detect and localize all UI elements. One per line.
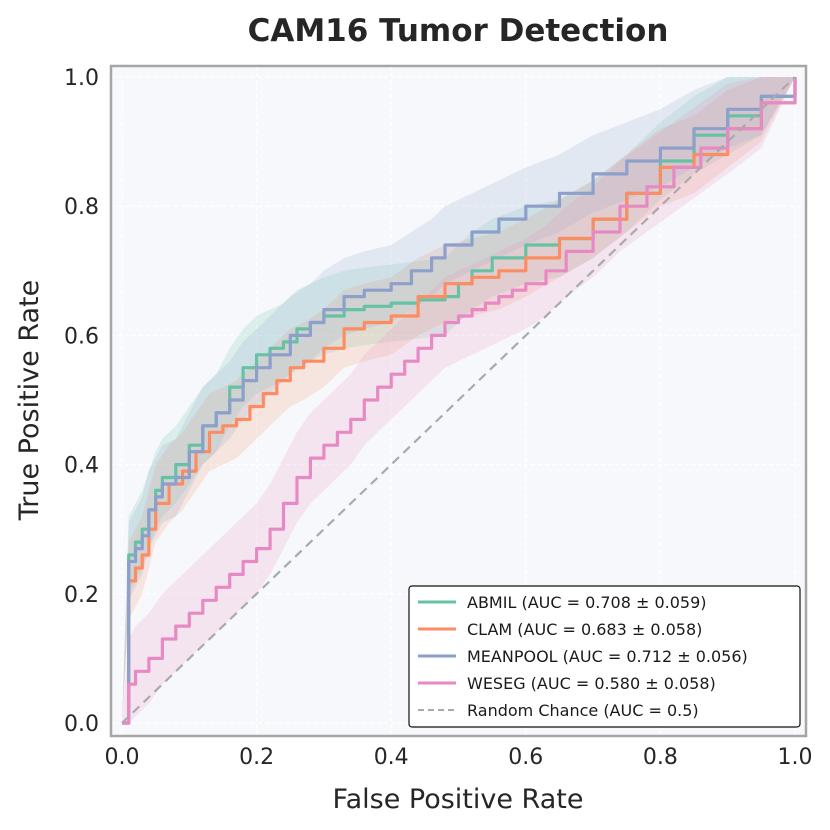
- grid: [111, 66, 806, 736]
- y-tick-label: 0.6: [64, 324, 99, 349]
- legend-box: [408, 585, 801, 728]
- x-tick-label: 0.0: [105, 745, 140, 770]
- x-axis-label: False Positive Rate: [333, 784, 584, 815]
- x-tick-label: 1.0: [778, 745, 813, 770]
- legend-label-random-chance: Random Chance (AUC = 0.5): [467, 701, 699, 720]
- y-axis-label: True Positive Rate: [14, 280, 45, 522]
- legend-label-clam: CLAM (AUC = 0.683 ± 0.058): [467, 620, 702, 639]
- y-tick-label: 0.0: [64, 712, 99, 737]
- x-tick-label: 0.4: [374, 745, 409, 770]
- band-weseg: [122, 77, 795, 723]
- y-tick-label: 0.8: [64, 195, 99, 220]
- curve-clam: [122, 77, 797, 725]
- x-axis-ticks: 0.0 0.2 0.4 0.6 0.8 1.0: [105, 745, 813, 770]
- y-tick-label: 0.2: [64, 583, 99, 608]
- curve-meanpool: [122, 77, 797, 725]
- plot-frame: [109, 64, 808, 738]
- chart-title: CAM16 Tumor Detection: [248, 13, 669, 49]
- x-tick-label: 0.8: [643, 745, 678, 770]
- y-tick-label: 1.0: [64, 66, 99, 91]
- y-tick-label: 0.4: [64, 454, 99, 479]
- x-tick-label: 0.2: [239, 745, 274, 770]
- curve-weseg: [122, 77, 797, 725]
- y-axis-ticks: 0.0 0.2 0.4 0.6 0.8 1.0: [64, 66, 99, 737]
- legend-label-abmil: ABMIL (AUC = 0.708 ± 0.059): [467, 593, 707, 612]
- x-tick-label: 0.6: [508, 745, 543, 770]
- curve-random-chance: [121, 76, 796, 724]
- legend: ABMIL (AUC = 0.708 ± 0.059) CLAM (AUC = …: [408, 585, 801, 728]
- roc-curves: [121, 76, 797, 725]
- legend-label-meanpool: MEANPOOL (AUC = 0.712 ± 0.056): [467, 647, 748, 666]
- legend-label-weseg: WESEG (AUC = 0.580 ± 0.058): [467, 674, 716, 693]
